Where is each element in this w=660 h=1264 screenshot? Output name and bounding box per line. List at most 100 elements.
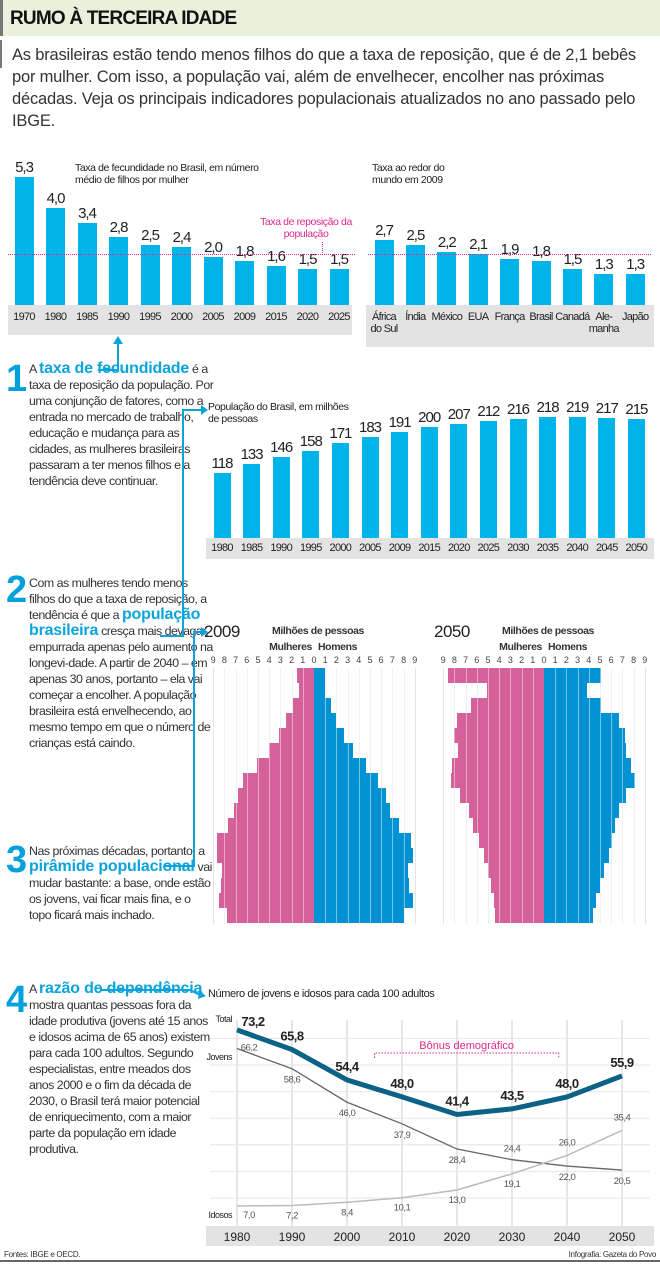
- tick-label: Ale-manha: [588, 311, 620, 335]
- women-bar: [218, 893, 314, 908]
- text-prefix: A: [29, 982, 40, 996]
- men-bar: [314, 833, 412, 848]
- text-razao-dependencia: A razão de dependência mostra quantas pe…: [29, 981, 214, 1157]
- bar-divider: [510, 668, 512, 923]
- bar: [203, 256, 223, 305]
- women-label: Mulheres: [499, 641, 542, 653]
- data-label: 4,0: [46, 190, 66, 208]
- tick-label: 2000: [170, 311, 193, 323]
- bar: [374, 239, 394, 305]
- data-label: 48,0: [555, 1076, 579, 1091]
- text-body: mostra quantas pessoas fora da idade pro…: [29, 998, 210, 1156]
- bar: [598, 417, 616, 538]
- bonus-label: Bônus demográfico: [419, 1040, 514, 1052]
- bar: [235, 261, 254, 305]
- arrow-head-icon: [198, 990, 206, 999]
- men-bar: [314, 863, 409, 878]
- step-number-3: 3: [6, 839, 28, 881]
- axis-tick: 9: [210, 655, 216, 665]
- gridline: [392, 668, 394, 924]
- men-bar: [544, 803, 620, 818]
- data-label: 22,0: [559, 1172, 576, 1183]
- highlight-populacao-brasileira: população brasileira: [29, 606, 201, 639]
- data-label: 2,0: [204, 238, 223, 256]
- men-bar: [544, 713, 620, 728]
- data-label: 2,5: [406, 226, 425, 244]
- women-bar: [471, 698, 544, 713]
- step-number-2: 2: [6, 569, 28, 611]
- data-label: 43,5: [500, 1088, 524, 1103]
- bar: [468, 254, 488, 305]
- tick-label: 2005: [202, 311, 224, 323]
- men-bar: [544, 668, 602, 683]
- data-label: 1,8: [532, 243, 551, 261]
- axis-tick: 8: [401, 655, 407, 665]
- text-prefix: Com as mulheres tendo menos filhos do qu…: [29, 576, 207, 622]
- data-label: 2,7: [375, 221, 394, 239]
- dependency-chart-title: Número de jovens e idosos para cada 100 …: [208, 988, 435, 1000]
- bar: [420, 427, 438, 538]
- bar-divider: [325, 668, 327, 923]
- tick-label: 2000: [334, 1230, 361, 1244]
- tick-label: 2040: [554, 1230, 581, 1244]
- men-bar: [314, 893, 413, 908]
- women-bar: [494, 908, 544, 923]
- women-bar: [454, 728, 544, 743]
- axis-tick: 5: [597, 655, 603, 665]
- population-axis-band: [206, 538, 654, 559]
- tick-label: 2045: [595, 542, 618, 554]
- bar: [213, 472, 231, 538]
- axis-tick: 1: [322, 655, 328, 665]
- bar: [140, 244, 160, 305]
- tick-label: 2020: [447, 542, 470, 554]
- bar: [391, 432, 409, 538]
- bar: [437, 251, 457, 305]
- replacement-rate-label: Taxa de reposição da população: [260, 216, 352, 240]
- bar: [298, 268, 317, 305]
- women-bar: [286, 713, 314, 728]
- intro-rule: [0, 40, 2, 68]
- tick-label: 2020: [444, 1230, 471, 1244]
- bar-divider: [291, 668, 293, 923]
- data-label: 118: [211, 454, 234, 472]
- women-bar: [493, 893, 544, 908]
- women-bar: [292, 698, 314, 713]
- women-bar: [279, 728, 314, 743]
- axis-tick: 9: [412, 655, 418, 665]
- arrow-head-icon: [113, 336, 123, 344]
- men-label: Homens: [318, 641, 358, 653]
- bar-divider: [499, 668, 501, 923]
- bar: [405, 244, 425, 305]
- arrow-head-icon: [201, 405, 208, 415]
- tick-label: 2009: [233, 311, 256, 323]
- women-bar: [473, 818, 544, 833]
- women-bar: [243, 773, 314, 788]
- fertility-axis-band: [8, 305, 352, 335]
- bar-divider: [600, 668, 601, 923]
- bottom-rule: [0, 1260, 660, 1262]
- data-label: 13,0: [449, 1195, 466, 1206]
- axis-tick: 1: [300, 655, 306, 665]
- men-bar: [314, 698, 331, 713]
- series-line-jovens: [236, 1047, 623, 1171]
- data-label: 20,5: [614, 1176, 631, 1187]
- bar-divider: [532, 668, 534, 923]
- connector-1: [98, 342, 119, 371]
- men-bar: [544, 893, 596, 908]
- tick-label: França: [494, 311, 526, 323]
- axis-tick: 7: [389, 655, 395, 665]
- data-label: 65,8: [280, 1029, 304, 1044]
- axis-tick: 4: [266, 655, 272, 665]
- series-name: Jovens: [206, 1052, 233, 1062]
- men-bar: [314, 713, 337, 728]
- tick-label: 1985: [240, 542, 263, 554]
- tick-label: 1995: [299, 542, 322, 554]
- bar: [172, 246, 191, 305]
- reference-line: [8, 254, 355, 256]
- bar: [329, 268, 349, 305]
- men-bar: [544, 758, 632, 773]
- data-label: 1,6: [267, 248, 286, 266]
- bar-divider: [392, 668, 394, 923]
- axis-tick: 9: [440, 655, 446, 665]
